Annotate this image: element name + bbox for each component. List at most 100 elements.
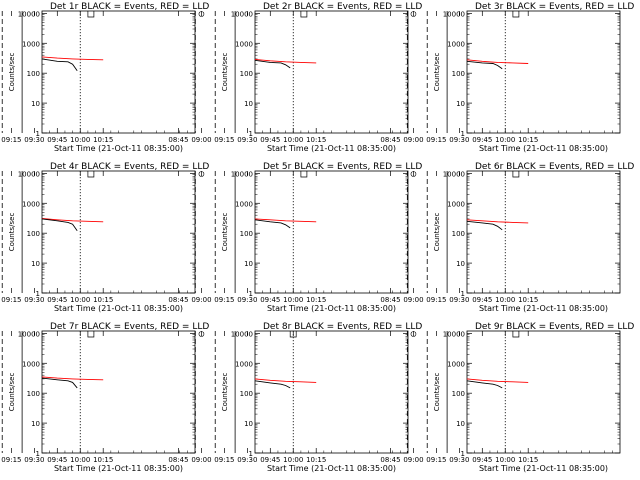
chart-title: Det 9r BLACK = Events, RED = LLD [475, 322, 634, 332]
series-events-line [42, 58, 78, 72]
series-lld-line [467, 59, 529, 64]
y-tick-label: 1000 [22, 360, 40, 368]
x-tick-label: 09:45 [260, 296, 280, 304]
plot-frame [466, 330, 621, 454]
series-lld-line [467, 219, 529, 224]
x-tick-label: 09:45 [47, 136, 67, 144]
chart-panel: Det 3r BLACK = Events, RED = LLD 1 10 100 10… [380, 2, 634, 153]
y-tick-label: 100 [27, 230, 40, 238]
x-tick-label: 09:15 [1, 296, 21, 304]
x-tick-label: 10:00 [70, 456, 90, 464]
marker-circle [198, 11, 205, 17]
marker-box [512, 331, 520, 338]
x-tick-label: 10:15 [518, 296, 538, 304]
y-tick-label: 1 [249, 130, 253, 138]
x-tick-label: 10:15 [93, 456, 113, 464]
x-tick-label: 09:45 [472, 296, 492, 304]
marker-box [300, 171, 308, 178]
x-tick-label: 09:30 [24, 136, 44, 144]
x-axis-label: Start Time (21-Oct-11 08:35:00) [267, 464, 396, 473]
x-tick-label: 09:00 [403, 296, 423, 304]
x-tick-label: 10:00 [283, 136, 303, 144]
x-tick-label: 09:15 [426, 296, 446, 304]
y-tick-label: 10000 [18, 330, 40, 338]
y-tick-label: 1000 [22, 40, 40, 48]
x-tick-label: 09:15 [1, 136, 21, 144]
x-tick-label: 08:45 [168, 296, 188, 304]
series-lld-line [42, 218, 104, 223]
y-tick-label: 100 [240, 70, 253, 78]
y-tick-label: 10 [31, 420, 40, 428]
marker-circle [198, 171, 205, 177]
series-events-line [42, 377, 78, 389]
y-axis-label: Counts/sec [433, 373, 441, 412]
plot-frame [254, 330, 409, 454]
x-tick-label: 10:15 [306, 456, 326, 464]
y-tick-label: 100 [452, 230, 465, 238]
chart-panel: Det 6r BLACK = Events, RED = LLD 1 10 100 10… [380, 162, 634, 313]
plot-frame [41, 170, 196, 294]
chart-panel: Det 7r BLACK = Events, RED = LLD 1 10 100 10… [1, 322, 209, 473]
series-events-line [255, 59, 291, 69]
y-tick-label: 1000 [235, 200, 253, 208]
x-axis-label: Start Time (21-Oct-11 08:35:00) [479, 464, 608, 473]
y-tick-label: 1 [36, 450, 40, 458]
y-tick-label: 1 [249, 290, 253, 298]
x-tick-label: 09:30 [24, 456, 44, 464]
y-tick-label: 1000 [447, 200, 465, 208]
chart-title: Det 4r BLACK = Events, RED = LLD [50, 162, 209, 172]
series-events-line [255, 380, 291, 389]
x-tick-label: 09:45 [47, 296, 67, 304]
x-axis-label: Start Time (21-Oct-11 08:35:00) [479, 144, 608, 153]
y-tick-label: 10 [456, 260, 465, 268]
series-lld-line [255, 218, 317, 223]
x-tick-label: 10:00 [495, 136, 515, 144]
x-tick-label: 09:15 [214, 456, 234, 464]
marker-box [512, 171, 520, 178]
series-lld-line [255, 58, 317, 64]
x-tick-label: 08:45 [380, 136, 400, 144]
chart-panel: Det 2r BLACK = Events, RED = LLD 1 10 100 10… [168, 2, 422, 153]
x-tick-label: 09:30 [237, 456, 257, 464]
x-tick-label: 10:15 [93, 296, 113, 304]
series-lld-line [42, 56, 104, 61]
x-tick-label: 09:30 [237, 136, 257, 144]
series-events-line [255, 219, 291, 229]
series-events-line [467, 60, 503, 70]
x-tick-label: 08:45 [168, 456, 188, 464]
y-tick-label: 1 [36, 130, 40, 138]
y-axis-label: Counts/sec [221, 53, 229, 92]
plot-frame [466, 170, 621, 294]
y-tick-label: 10 [31, 260, 40, 268]
marker-box [87, 11, 95, 18]
y-tick-label: 10000 [18, 10, 40, 18]
marker-box [87, 171, 95, 178]
y-axis-label: Counts/sec [8, 373, 16, 412]
x-tick-label: 10:15 [306, 136, 326, 144]
y-tick-label: 100 [452, 390, 465, 398]
chart-title: Det 2r BLACK = Events, RED = LLD [263, 2, 422, 12]
x-tick-label: 09:15 [214, 136, 234, 144]
series-events-line [467, 380, 503, 389]
marker-box [87, 331, 95, 338]
x-tick-label: 10:00 [283, 296, 303, 304]
y-tick-label: 100 [240, 390, 253, 398]
y-tick-label: 10 [244, 420, 253, 428]
y-tick-label: 10000 [443, 10, 465, 18]
y-tick-label: 1000 [447, 360, 465, 368]
x-tick-label: 09:30 [449, 136, 469, 144]
x-tick-label: 10:15 [306, 296, 326, 304]
chart-title: Det 1r BLACK = Events, RED = LLD [50, 2, 209, 12]
y-axis-label: Counts/sec [221, 213, 229, 252]
x-tick-label: 09:00 [403, 136, 423, 144]
x-tick-label: 10:15 [518, 456, 538, 464]
x-tick-label: 09:45 [260, 136, 280, 144]
y-tick-label: 1 [461, 130, 465, 138]
y-tick-label: 10000 [231, 170, 253, 178]
y-tick-label: 1 [461, 290, 465, 298]
plot-frame [466, 10, 621, 134]
y-tick-label: 1 [461, 450, 465, 458]
x-axis-label: Start Time (21-Oct-11 08:35:00) [54, 304, 183, 313]
chart-title: Det 5r BLACK = Events, RED = LLD [263, 162, 422, 172]
series-events-line [42, 218, 78, 232]
